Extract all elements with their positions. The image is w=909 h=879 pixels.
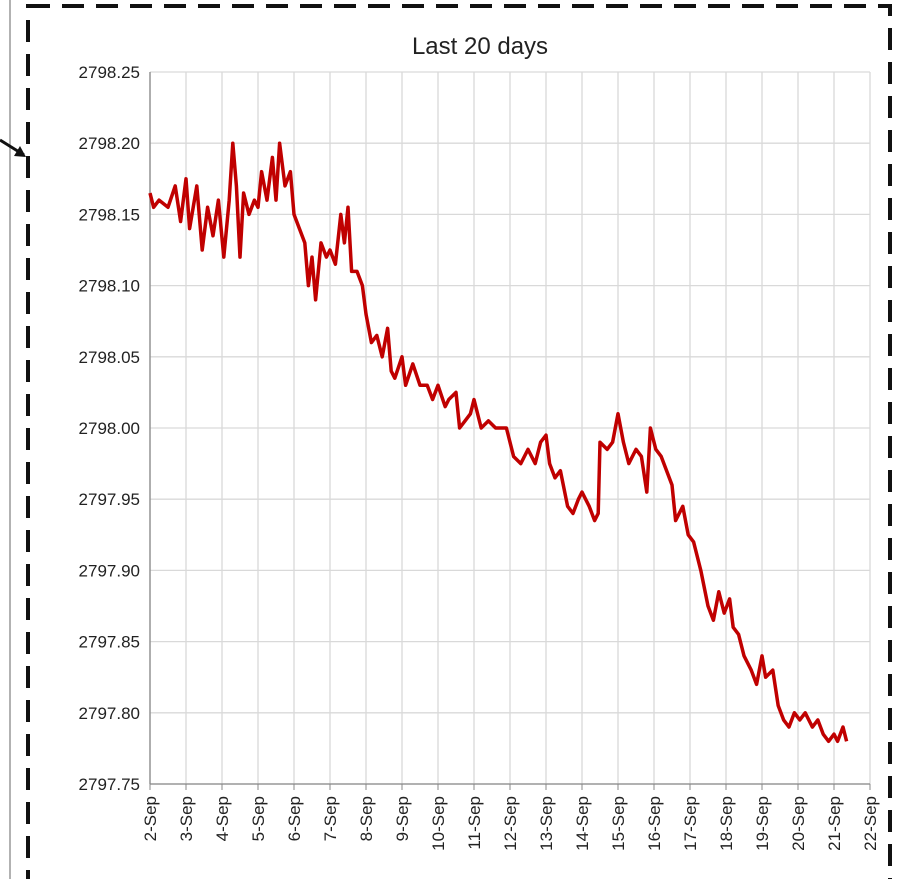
x-tick-label: 2-Sep	[141, 796, 160, 841]
frame	[26, 4, 892, 879]
x-tick-label: 7-Sep	[321, 796, 340, 841]
x-tick-label: 12-Sep	[501, 796, 520, 851]
y-tick-label: 2798.20	[79, 134, 140, 153]
y-tick-label: 2798.10	[79, 277, 140, 296]
x-tick-label: 17-Sep	[681, 796, 700, 851]
x-tick-label: 22-Sep	[861, 796, 880, 851]
x-tick-label: 5-Sep	[249, 796, 268, 841]
x-tick-label: 19-Sep	[753, 796, 772, 851]
x-tick-label: 11-Sep	[465, 796, 484, 850]
y-tick-label: 2797.75	[79, 775, 140, 794]
x-tick-label: 6-Sep	[285, 796, 304, 841]
y-tick-label: 2797.95	[79, 490, 140, 509]
x-tick-label: 4-Sep	[213, 796, 232, 841]
y-tick-label: 2798.15	[79, 205, 140, 224]
x-tick-label: 8-Sep	[357, 796, 376, 841]
y-tick-label: 2798.05	[79, 348, 140, 367]
x-tick-label: 9-Sep	[393, 796, 412, 841]
x-tick-label: 21-Sep	[825, 796, 844, 851]
data-line	[148, 141, 849, 744]
y-tick-label: 2797.90	[79, 561, 140, 580]
y-tick-label: 2798.00	[79, 419, 140, 438]
x-tick-label: 20-Sep	[789, 796, 808, 851]
x-tick-label: 10-Sep	[429, 796, 448, 851]
x-tick-label: 14-Sep	[573, 796, 592, 851]
y-tick-label: 2797.80	[79, 704, 140, 723]
y-tick-label: 2797.85	[79, 633, 140, 652]
chart-title: Last 20 days	[412, 33, 548, 60]
x-tick-label: 15-Sep	[609, 796, 628, 851]
x-tick-label: 16-Sep	[645, 796, 664, 851]
y-tick-label: 2798.25	[79, 63, 140, 82]
pointer-arrow-head	[14, 146, 26, 157]
x-tick-label: 13-Sep	[537, 796, 556, 851]
x-tick-label: 3-Sep	[177, 796, 196, 841]
x-tick-label: 18-Sep	[717, 796, 736, 851]
